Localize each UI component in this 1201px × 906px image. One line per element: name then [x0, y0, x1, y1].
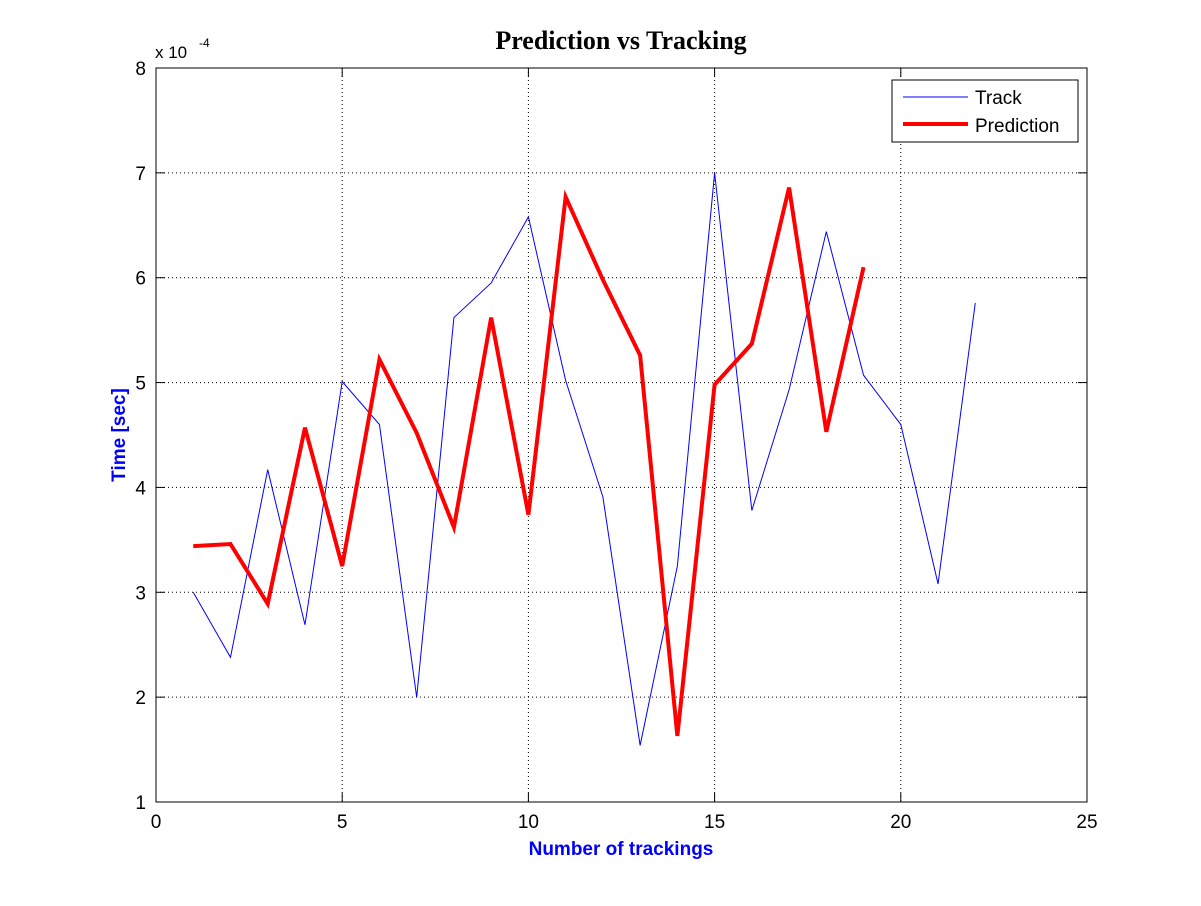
y-tick-label: 7	[135, 164, 146, 185]
y-exponent-power: -4	[199, 36, 210, 50]
x-axis-label: Number of trackings	[529, 839, 714, 860]
x-tick-label: 20	[890, 812, 911, 833]
series-line-prediction	[193, 187, 866, 737]
x-tick-label: 0	[151, 812, 162, 833]
x-tick-label: 25	[1076, 812, 1097, 833]
plot-frame	[155, 67, 1088, 803]
y-tick-label: 4	[135, 478, 146, 499]
y-tick-label: 1	[135, 793, 146, 814]
chart-title: Prediction vs Tracking	[495, 26, 746, 55]
y-tick-label: 6	[135, 269, 146, 290]
legend-box	[891, 79, 1079, 143]
y-tick-label: 3	[135, 583, 146, 604]
y-tick-label: 5	[135, 374, 146, 395]
y-exponent-base: x 10	[155, 43, 187, 62]
y-tick-label: 2	[135, 688, 146, 709]
ticks: 0 5 10 15 20 25 1 2 3 4 5 6 7 8	[135, 59, 1097, 833]
x-tick-label: 15	[704, 812, 725, 833]
y-axis-label: Time [sec]	[109, 388, 130, 482]
x-tick-label: 10	[518, 812, 539, 833]
x-tick-label: 5	[337, 812, 348, 833]
y-tick-label: 8	[135, 59, 146, 80]
series-group	[192, 172, 976, 746]
legend-label-track: Track	[975, 88, 1022, 109]
legend: Track Prediction	[891, 79, 1079, 143]
legend-label-prediction: Prediction	[975, 116, 1060, 137]
